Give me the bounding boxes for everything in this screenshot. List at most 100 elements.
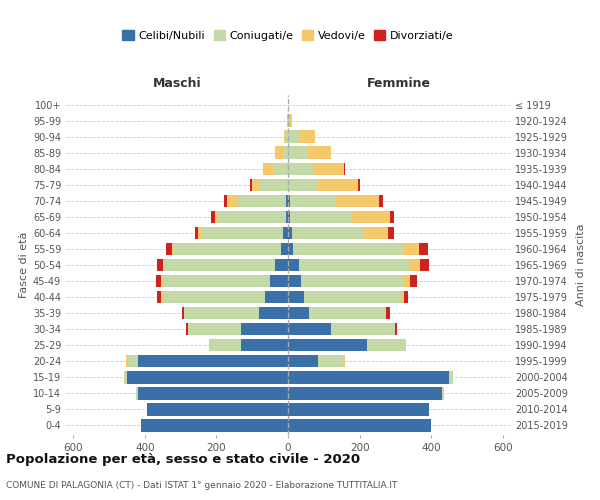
- Bar: [288, 130, 299, 143]
- Bar: [284, 130, 286, 143]
- Legend: Celibi/Nubili, Coniugati/e, Vedovi/e, Divorziati/e: Celibi/Nubili, Coniugati/e, Vedovi/e, Di…: [118, 26, 458, 46]
- Bar: [379, 194, 383, 207]
- Bar: [401, 291, 404, 304]
- Bar: [157, 291, 161, 304]
- Bar: [275, 146, 283, 159]
- Bar: [184, 307, 259, 320]
- Bar: [241, 339, 288, 351]
- Bar: [395, 323, 397, 336]
- Bar: [146, 403, 288, 415]
- Bar: [283, 226, 288, 239]
- Bar: [281, 242, 288, 255]
- Bar: [343, 355, 345, 368]
- Bar: [209, 339, 241, 351]
- Bar: [202, 226, 283, 239]
- Bar: [270, 275, 288, 287]
- Bar: [288, 178, 319, 191]
- Bar: [290, 194, 337, 207]
- Text: Maschi: Maschi: [152, 77, 202, 90]
- Bar: [252, 178, 259, 191]
- Bar: [385, 307, 386, 320]
- Bar: [410, 258, 421, 272]
- Bar: [288, 162, 313, 175]
- Bar: [211, 210, 215, 223]
- Bar: [288, 387, 442, 400]
- Bar: [161, 275, 163, 287]
- Bar: [161, 291, 163, 304]
- Text: Femmine: Femmine: [367, 77, 431, 90]
- Bar: [288, 355, 319, 368]
- Bar: [288, 291, 304, 304]
- Y-axis label: Anni di nascita: Anni di nascita: [576, 224, 586, 306]
- Bar: [227, 194, 238, 207]
- Bar: [287, 114, 288, 127]
- Bar: [263, 162, 274, 175]
- Bar: [250, 178, 252, 191]
- Bar: [215, 210, 218, 223]
- Bar: [388, 226, 394, 239]
- Bar: [163, 275, 270, 287]
- Bar: [288, 114, 289, 127]
- Y-axis label: Fasce di età: Fasce di età: [19, 232, 29, 298]
- Bar: [293, 242, 404, 255]
- Bar: [288, 371, 449, 384]
- Bar: [288, 210, 290, 223]
- Bar: [301, 275, 404, 287]
- Bar: [390, 210, 394, 223]
- Bar: [288, 419, 431, 432]
- Bar: [442, 387, 444, 400]
- Bar: [136, 387, 137, 400]
- Bar: [188, 323, 241, 336]
- Bar: [288, 339, 367, 351]
- Bar: [163, 291, 265, 304]
- Bar: [182, 307, 184, 320]
- Text: Popolazione per età, sesso e stato civile - 2020: Popolazione per età, sesso e stato civil…: [6, 452, 360, 466]
- Bar: [286, 210, 288, 223]
- Bar: [288, 323, 331, 336]
- Bar: [288, 258, 299, 272]
- Bar: [127, 355, 137, 368]
- Bar: [137, 355, 288, 368]
- Bar: [304, 291, 401, 304]
- Bar: [288, 146, 308, 159]
- Bar: [163, 258, 164, 272]
- Bar: [137, 387, 288, 400]
- Bar: [265, 291, 288, 304]
- Bar: [358, 178, 359, 191]
- Text: COMUNE DI PALAGONIA (CT) - Dati ISTAT 1° gennaio 2020 - Elaborazione TUTTITALIA.: COMUNE DI PALAGONIA (CT) - Dati ISTAT 1°…: [6, 480, 397, 490]
- Bar: [310, 307, 385, 320]
- Bar: [337, 194, 379, 207]
- Bar: [124, 371, 127, 384]
- Bar: [404, 291, 408, 304]
- Bar: [283, 146, 288, 159]
- Bar: [404, 275, 410, 287]
- Bar: [319, 355, 343, 368]
- Bar: [155, 275, 161, 287]
- Bar: [386, 307, 390, 320]
- Bar: [308, 146, 331, 159]
- Bar: [195, 226, 199, 239]
- Bar: [164, 258, 275, 272]
- Bar: [288, 226, 292, 239]
- Bar: [290, 210, 350, 223]
- Bar: [319, 178, 358, 191]
- Bar: [259, 307, 288, 320]
- Bar: [241, 323, 288, 336]
- Bar: [410, 275, 417, 287]
- Bar: [238, 194, 286, 207]
- Bar: [157, 258, 163, 272]
- Bar: [224, 194, 227, 207]
- Bar: [275, 258, 288, 272]
- Bar: [421, 258, 430, 272]
- Bar: [288, 275, 301, 287]
- Bar: [288, 403, 430, 415]
- Bar: [186, 323, 188, 336]
- Bar: [350, 210, 390, 223]
- Bar: [141, 419, 288, 432]
- Bar: [343, 162, 345, 175]
- Bar: [419, 242, 428, 255]
- Bar: [331, 323, 395, 336]
- Bar: [172, 242, 173, 255]
- Bar: [259, 178, 288, 191]
- Bar: [289, 114, 292, 127]
